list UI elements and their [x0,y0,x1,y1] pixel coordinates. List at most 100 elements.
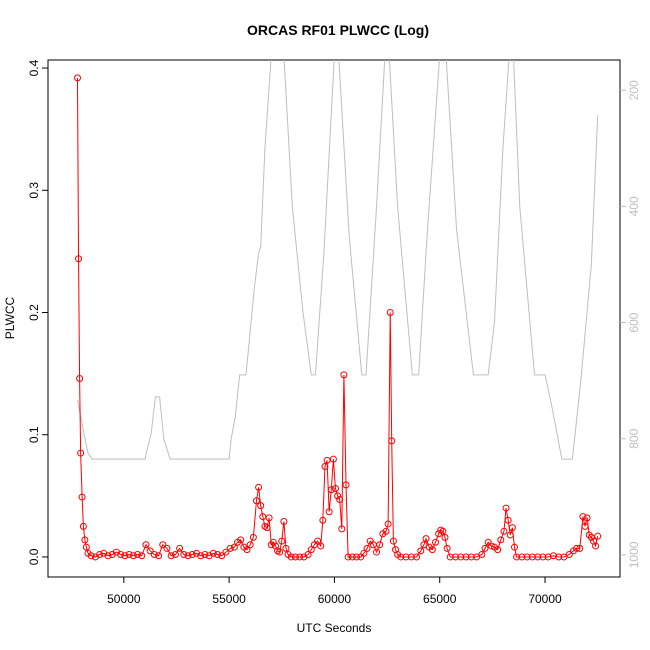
data-point [78,493,86,501]
data-point [348,553,356,561]
series-line [76,77,599,558]
data-point [388,437,396,445]
data-point [214,551,222,559]
y-tick-label: 0.4 [27,59,41,76]
data-point [481,544,489,552]
data-point [417,547,425,555]
data-point [446,553,454,561]
data-point [304,551,312,559]
data-point [82,543,90,551]
x-tick-label: 65000 [423,592,457,606]
data-point [142,541,150,549]
data-point [382,527,390,535]
x-axis-label: UTC Seconds [297,621,372,635]
data-point [402,553,410,561]
data-point [167,552,175,560]
y-axis-label: PLWCC [3,296,17,339]
y-tick-label: 0.2 [27,304,41,321]
y-tick-label: 0.3 [27,182,41,199]
data-point [497,536,505,544]
data-point [338,525,346,533]
data-point [428,546,436,554]
data-point [439,527,447,535]
data-point [422,535,430,543]
data-point [121,552,129,560]
y2-tick-label: 400 [627,196,641,216]
x-tick-label: 55000 [212,592,246,606]
data-point [443,544,451,552]
data-point [500,527,508,535]
data-point [87,552,95,560]
data-point [340,371,348,379]
data-point [508,524,516,532]
data-point [117,551,125,559]
data-point [544,553,552,561]
data-point [407,553,415,561]
data-point [150,551,158,559]
data-point [104,552,112,560]
data-point [329,455,337,463]
data-point [255,483,263,491]
data-point [592,542,600,550]
data-point [176,544,184,552]
data-point [504,516,512,524]
data-point [77,449,85,457]
data-point [386,309,394,317]
data-point [307,546,315,554]
data-point [201,551,209,559]
series-line [76,60,599,460]
data-point [518,553,526,561]
y2-tick-label: 800 [627,428,641,448]
data-point [319,516,327,524]
y2-tick-label: 200 [627,80,641,100]
data-point [226,544,234,552]
y-tick-label: 0.1 [27,426,41,443]
data-point [287,553,295,561]
data-point [327,486,335,494]
data-point [246,541,254,549]
data-point [331,485,339,493]
data-point [457,553,465,561]
data-point [360,549,368,557]
data-point [263,524,271,532]
data-point [197,552,205,560]
data-point [180,551,188,559]
data-point [376,541,384,549]
data-point [528,553,536,561]
data-point [478,551,486,559]
data-point [209,549,217,557]
data-point [296,553,304,561]
data-point [502,504,510,512]
data-point [373,548,381,556]
data-point [576,544,584,552]
data-point [581,522,589,530]
x-tick-label: 50000 [107,592,141,606]
data-point [342,481,350,489]
x-tick-label: 70000 [528,592,562,606]
data-point [249,533,257,541]
data-point [363,544,371,552]
data-point [171,551,179,559]
data-point [259,513,267,521]
data-point [282,544,290,552]
data-point [353,553,361,561]
data-point [125,551,133,559]
data-point [265,514,273,522]
data-point [432,538,440,546]
data-point [159,541,167,549]
data-point [138,552,146,560]
data-point [269,538,277,546]
data-point [75,255,83,263]
data-point [81,536,89,544]
data-point [583,514,591,522]
data-point [487,542,495,550]
data-point [441,533,449,541]
data-point [280,518,288,526]
data-point [252,497,260,505]
data-point [278,537,286,545]
data-point [230,543,238,551]
data-point [323,456,331,464]
x-tick-label: 60000 [318,592,352,606]
data-point [510,543,518,551]
